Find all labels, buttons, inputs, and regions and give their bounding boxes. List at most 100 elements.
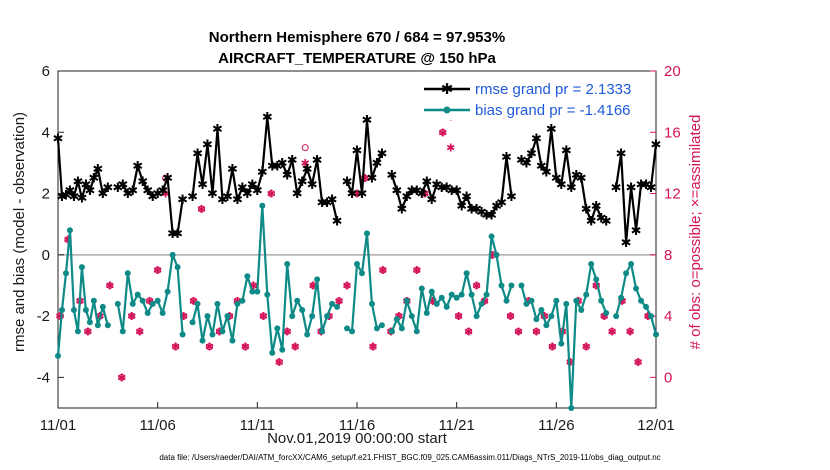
rmse-point: ✱ [227,162,238,177]
obs-assimilated-point: ✱ [600,311,609,323]
obs-possible-point [291,343,299,351]
x-tick-label: 11/26 [538,417,574,434]
obs-possible-point [455,312,463,320]
rmse-point: ✱ [61,188,72,203]
bias-point [299,306,306,313]
bias-point [523,300,530,307]
rmse-point: ✱ [202,137,213,152]
data-file-footer: data file: /Users/raeder/DAI/ATM_forcXX/… [159,453,660,462]
bias-point [393,316,400,323]
obs-assimilated-point: ✱ [334,296,343,308]
obs-possible-point [275,358,283,366]
rmse-point: ✱ [297,174,308,189]
chart-title-line1: Northern Hemisphere 670 / 684 = 97.953% [209,29,505,46]
rmse-point: ✱ [97,186,108,201]
bias-point [613,313,620,320]
rmse-point: ✱ [386,168,397,183]
rmse-point: ✱ [496,195,507,210]
obs-possible-point [582,343,590,351]
obs-assimilated-point: ✱ [480,296,489,308]
obs-possible-point [136,327,144,335]
bias-point [264,291,271,298]
obs-assimilated-point: ✱ [197,204,206,216]
rmse-point: ✱ [596,211,607,226]
rmse-point: ✱ [302,162,313,177]
plot-frame [57,70,657,409]
y-right-tick-label: 16 [664,124,681,141]
bias-point [603,310,610,317]
obs-possible-point [56,312,64,320]
y-right-tick-label: 4 [664,308,672,325]
rmse-point: ✱ [197,177,208,192]
bias-point [289,313,296,320]
rmse-point: ✱ [327,192,338,207]
bias-point [114,300,121,307]
bias-point [418,285,425,292]
obs-possible-point [626,327,634,335]
obs-assimilated-point: ✱ [548,342,557,354]
obs-assimilated-point: ✱ [566,357,575,369]
rmse-point: ✱ [72,174,83,189]
obs-assimilated-point: ✱ [608,326,617,338]
obs-possible-point [413,266,421,274]
obs-possible-point [439,128,447,136]
rmse-point: ✱ [486,207,497,222]
obs-possible-point [353,190,361,198]
bias-point [329,300,336,307]
rmse-point: ✱ [391,183,402,198]
obs-possible-point [634,358,642,366]
bias-point [368,300,375,307]
rmse-point: ✱ [396,201,407,216]
bias-point [344,325,351,332]
bias-point [229,337,236,344]
rmse-point: ✱ [247,177,258,192]
rmse-point: ✱ [646,180,657,195]
bias-point [324,313,331,320]
bias-point [239,297,246,304]
rmse-point: ✱ [441,180,452,195]
legend-box [420,78,648,120]
rmse-point: ✱ [561,143,572,158]
rmse-point: ✱ [352,143,363,158]
rmse-point: ✱ [88,171,99,186]
bias-point [623,270,630,277]
rmse-point: ✱ [501,149,512,164]
rmse-point: ✱ [102,180,113,195]
obs-assimilated-point: ✱ [171,342,180,354]
bias-point [269,349,276,356]
bias-point [543,322,550,329]
rmse-point: ✱ [317,195,328,210]
bias-point [553,297,560,304]
rmse-point: ✱ [376,146,387,161]
bias-point [234,300,241,307]
rmse-point: ✱ [287,152,298,167]
bias-point [428,288,435,295]
rmse-point: ✱ [601,214,612,229]
obs-assimilated-point: ✱ [267,189,276,201]
rmse-point: ✱ [212,122,223,137]
rmse-point: ✱ [636,177,647,192]
legend-rmse-marker: ✱ [441,81,454,98]
bias-point [633,285,640,292]
rmse-point: ✱ [68,189,79,204]
x-tick-label: 11/11 [240,417,275,434]
bias-point [648,313,655,320]
obs-assimilated-point: ✱ [352,189,361,201]
bias-point [254,288,261,295]
bias-point [588,261,595,268]
rmse-point: ✱ [536,158,547,173]
rmse-point: ✱ [641,177,652,192]
obs-assimilated-point: ✱ [438,127,447,139]
bias-point [86,319,93,326]
bias-point [488,233,495,240]
rmse-point: ✱ [491,198,502,213]
rmse-point: ✱ [506,189,517,204]
bias-point [78,264,85,271]
bias-point [643,303,650,310]
rmse-point: ✱ [466,201,477,216]
bias-point [638,297,645,304]
rmse-point: ✱ [566,180,577,195]
rmse-point: ✱ [112,180,123,195]
y-right-tick-label: 0 [664,369,672,386]
obs-assimilated-point: ✱ [446,143,455,155]
